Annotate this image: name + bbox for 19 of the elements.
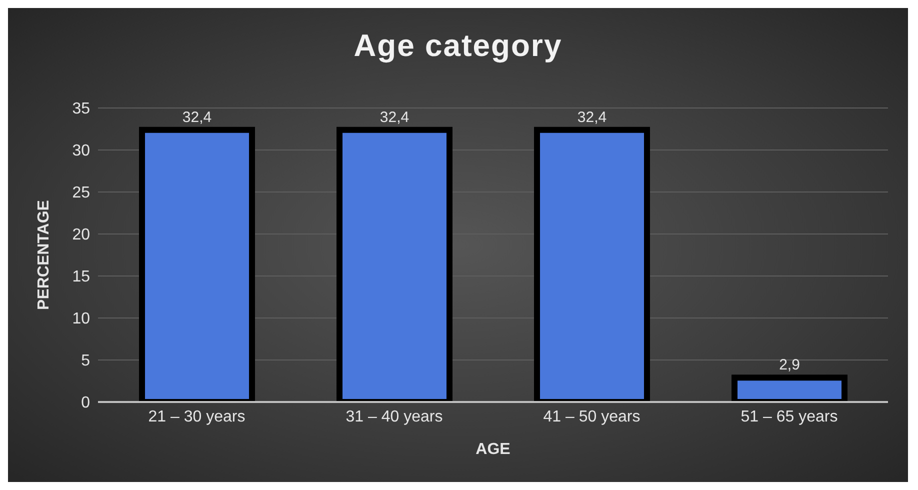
- data-label: 32,4: [380, 108, 410, 126]
- y-tick-label: 25: [72, 184, 90, 202]
- data-label: 2,9: [779, 356, 800, 374]
- y-tick-label: 10: [72, 310, 90, 328]
- y-tick-label: 0: [81, 394, 90, 412]
- y-tick-label: 30: [72, 142, 90, 160]
- x-tick-label: 21 – 30 years: [148, 408, 246, 426]
- chart-title: Age category: [352, 28, 564, 64]
- y-axis-title: PERCENTAGE: [36, 200, 53, 310]
- y-tick-label: 5: [81, 352, 90, 370]
- data-label: 32,4: [577, 108, 607, 126]
- x-tick-label: 31 – 40 years: [346, 408, 443, 426]
- y-tick-label: 20: [72, 226, 90, 244]
- x-axis-title: AGE: [476, 441, 511, 458]
- y-tick-label: 35: [72, 100, 90, 118]
- data-label: 32,4: [182, 108, 212, 126]
- x-tick-label: 41 – 50 years: [543, 408, 640, 426]
- y-tick-label: 15: [72, 268, 90, 286]
- x-tick-label: 51 – 65 years: [740, 408, 838, 426]
